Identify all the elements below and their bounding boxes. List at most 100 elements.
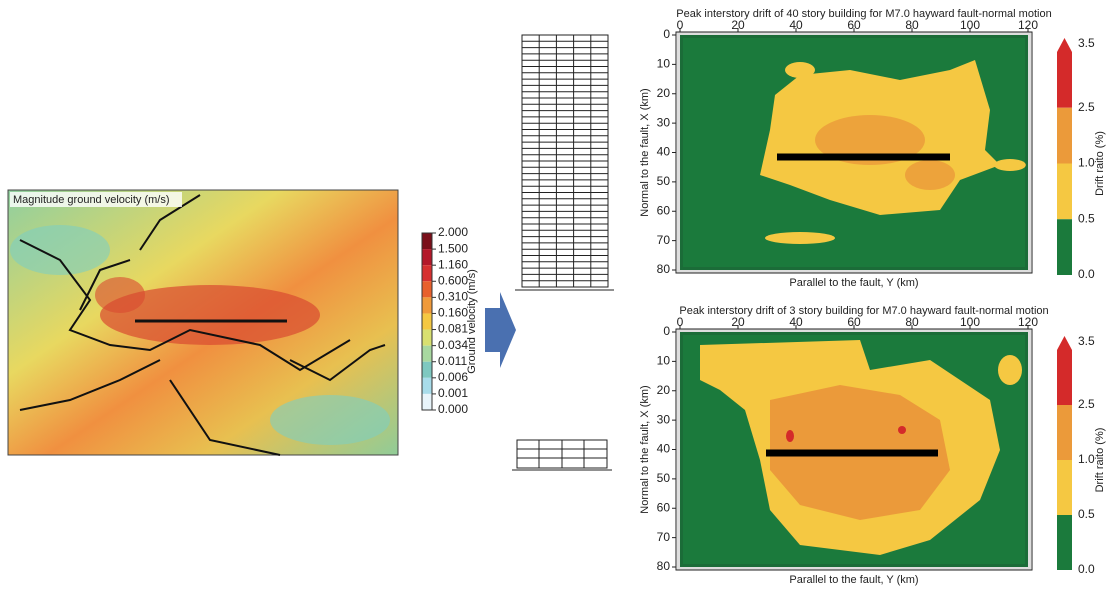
x-tick-label: 0 [677,18,684,32]
colorbar-segment [422,346,432,362]
colorbar-cap [1057,38,1072,52]
colorbar-segment [422,249,432,265]
x-tick-label: 80 [905,18,919,32]
y-tick-label: 60 [657,500,671,514]
colorbar-cap [1057,336,1072,350]
page: Magnitude ground velocity (m/s) 2.0 [0,0,1107,590]
y-tick-label: 30 [657,412,671,426]
colorbar-title: Drift raito (%) [1094,428,1106,493]
y-tick-label: 30 [657,115,671,129]
contour-yellow [785,62,815,78]
x-tick-label: 0 [677,315,684,329]
x-tick-label: 60 [847,18,861,32]
arrow [485,292,516,368]
colorbar-title: Drift raito (%) [1094,131,1106,196]
map-title: Magnitude ground velocity (m/s) [13,194,170,206]
colorbar-segment [422,297,432,313]
y-axis-label: Normal to the fault, X (km) [639,88,651,216]
y-tick-label: 60 [657,203,671,217]
colorbar-label: 1.0 [1078,452,1095,466]
colorbar-label: 2.5 [1078,397,1095,411]
x-tick-label: 20 [731,315,745,329]
colorbar-label: 0.5 [1078,211,1095,225]
map-cool [10,225,110,275]
x-tick-label: 60 [847,315,861,329]
y-tick-label: 70 [657,233,671,247]
y-tick-label: 70 [657,530,671,544]
drift-contours [680,35,1028,270]
map-panel: Magnitude ground velocity (m/s) [8,190,398,455]
colorbar-label: 0.600 [438,273,468,287]
colorbar-label: 2.000 [438,225,468,239]
x-tick-label: 120 [1018,315,1038,329]
colorbar-segment [422,265,432,281]
short-building [512,440,612,470]
colorbar-segment [1057,405,1072,460]
drift-contours [680,332,1028,567]
y-tick-label: 20 [657,383,671,397]
colorbar-label: 0.310 [438,290,468,304]
colorbar-segment [422,330,432,346]
y-axis-label: Normal to the fault, X (km) [639,385,651,513]
colorbar-label: 1.0 [1078,156,1095,170]
y-tick-label: 40 [657,442,671,456]
colorbar-label: 1.500 [438,241,468,255]
colorbar-label: 0.160 [438,306,468,320]
contour-yellow [994,159,1026,171]
colorbar-label: 0.0 [1078,267,1095,281]
colorbar-segment [422,313,432,329]
x-tick-label: 100 [960,315,980,329]
y-tick-label: 80 [657,262,671,276]
y-tick-label: 50 [657,174,671,188]
contour-yellow [765,232,835,244]
colorbar-label: 0.081 [438,322,468,336]
colorbar-segment [422,233,432,249]
colorbar-segment [1057,350,1072,405]
y-tick-label: 20 [657,86,671,100]
colorbar-segment [1057,460,1072,515]
colorbar-label: 0.034 [438,338,468,352]
colorbar-segment [1057,52,1072,108]
colorbar-label: 0.001 [438,386,468,400]
colorbar-segment [1057,108,1072,164]
contour-yellow [998,355,1022,385]
colorbar-label: 0.5 [1078,507,1095,521]
y-tick-label: 10 [657,354,671,368]
map-cool [270,395,390,445]
y-tick-label: 0 [663,324,670,338]
x-tick-label: 40 [789,18,803,32]
x-axis-label: Parallel to the fault, Y (km) [789,574,918,586]
colorbar-label: 0.000 [438,402,468,416]
y-tick-label: 10 [657,57,671,71]
colorbar-segment [422,362,432,378]
colorbar-title: Ground velocity (m/s) [466,269,478,374]
contour-red [898,426,906,434]
colorbar-label: 3.5 [1078,334,1095,348]
map-hotspot [95,277,145,313]
colorbar-label: 0.006 [438,370,468,384]
y-tick-label: 40 [657,145,671,159]
colorbar-label: 3.5 [1078,36,1095,50]
colorbar-label: 0.011 [438,354,467,368]
figure: Magnitude ground velocity (m/s) 2.0 [0,0,1107,590]
x-tick-label: 120 [1018,18,1038,32]
contour-red [786,430,794,442]
colorbar-label: 1.160 [438,257,468,271]
colorbar-segment [1057,164,1072,220]
x-tick-label: 100 [960,18,980,32]
y-tick-label: 0 [663,27,670,41]
x-tick-label: 40 [789,315,803,329]
y-tick-label: 50 [657,471,671,485]
colorbar-segment [422,281,432,297]
x-axis-label: Parallel to the fault, Y (km) [789,277,918,289]
colorbar-segment [1057,515,1072,570]
colorbar-label: 2.5 [1078,100,1095,114]
x-tick-label: 20 [731,18,745,32]
x-tick-label: 80 [905,315,919,329]
colorbar-segment [422,394,432,410]
y-tick-label: 80 [657,559,671,573]
colorbar-label: 0.0 [1078,562,1095,576]
contour-orange [905,160,955,190]
colorbar-segment [422,378,432,394]
tall-building [515,35,614,290]
